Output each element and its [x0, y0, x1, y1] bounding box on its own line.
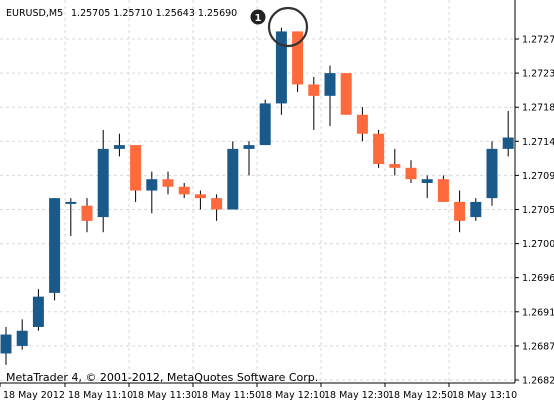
candle	[356, 107, 368, 142]
candle-body-bear	[405, 167, 417, 180]
x-tick-label: 18 May 12:50	[388, 390, 453, 401]
highlight-circle	[267, 6, 309, 48]
candles	[0, 27, 514, 365]
marker-label: 1	[255, 13, 262, 24]
x-tick-label: 18 May 11:50	[196, 390, 261, 401]
candle	[130, 145, 142, 202]
x-tick-label: 18 May 12:30	[324, 390, 389, 401]
y-tick-label: 1.27275	[522, 35, 554, 46]
candle	[405, 160, 417, 183]
candle-body-bull	[486, 148, 498, 199]
candle	[275, 27, 287, 115]
candle	[65, 198, 77, 237]
candle-body-bear	[130, 145, 142, 191]
candle	[32, 289, 44, 331]
candle-body-bull	[0, 334, 12, 354]
candle	[97, 129, 109, 233]
candle	[113, 133, 125, 157]
candle-body-bull	[502, 137, 514, 149]
candle-body-bull	[275, 31, 287, 104]
candle-body-bull	[421, 179, 433, 183]
candle	[470, 198, 482, 221]
x-tick-label: 18 May 11:10	[68, 390, 133, 401]
candle	[194, 190, 206, 210]
y-tick-label: 1.27005	[522, 239, 554, 250]
candle-body-bull	[146, 179, 158, 191]
candle-body-bear	[356, 114, 368, 134]
candle	[502, 110, 514, 157]
candle	[373, 129, 385, 168]
symbol-label: EURUSD,M5	[6, 8, 63, 19]
candle-body-bear	[178, 186, 190, 195]
candle-body-bull	[97, 148, 109, 218]
candle-body-bear	[211, 198, 223, 210]
candle	[454, 190, 466, 233]
y-tick-label: 1.26825	[522, 376, 554, 387]
candle-body-bear	[194, 194, 206, 199]
y-tick-label: 1.27095	[522, 171, 554, 182]
candle	[389, 148, 401, 176]
candle-body-bull	[324, 73, 336, 96]
candle-body-bear	[292, 31, 304, 85]
candle-body-bear	[389, 164, 401, 168]
candle	[486, 141, 498, 206]
candle-body-bear	[437, 179, 449, 202]
candle-body-bull	[113, 145, 125, 149]
candle	[421, 175, 433, 199]
y-tick-label: 1.27185	[522, 103, 554, 114]
x-tick-label: 18 May 13:10	[452, 390, 517, 401]
candle-body-bear	[81, 205, 93, 221]
y-tick-label: 1.26915	[522, 307, 554, 318]
candle-body-bull	[49, 198, 61, 293]
candle	[340, 73, 352, 115]
marker-badge	[250, 9, 266, 25]
candle	[308, 76, 320, 130]
candle	[437, 175, 449, 202]
y-tick-label: 1.27050	[522, 205, 554, 216]
candle	[211, 194, 223, 221]
grid-lines	[0, 0, 515, 383]
price-scale: 1.27275 1.27230 1.27185 1.27140 1.27095 1.270…	[515, 35, 554, 387]
candle-body-bull	[32, 296, 44, 327]
candle	[178, 182, 190, 199]
candle	[259, 99, 271, 146]
candle	[227, 141, 239, 210]
y-tick-label: 1.26870	[522, 341, 554, 352]
candle	[243, 141, 255, 176]
y-tick-label: 1.26960	[522, 273, 554, 284]
candle-body-bull	[65, 201, 77, 204]
candle-body-bear	[340, 73, 352, 115]
x-tick-label: 18 May 2012	[3, 390, 65, 401]
candle-body-bull	[227, 148, 239, 210]
candle	[292, 31, 304, 93]
candle	[324, 65, 336, 127]
candle	[81, 198, 93, 233]
x-tick-label: 18 May 12:10	[260, 390, 325, 401]
copyright-text: MetaTrader 4, © 2001-2012, MetaQuotes So…	[6, 371, 318, 384]
candle	[162, 171, 174, 195]
y-tick-label: 1.27230	[522, 69, 554, 80]
candle	[146, 171, 158, 214]
y-tick-label: 1.27140	[522, 137, 554, 148]
candle-body-bear	[454, 201, 466, 221]
candle-body-bear	[162, 179, 174, 187]
x-tick-label: 18 May 11:30	[132, 390, 197, 401]
candle-body-bull	[16, 330, 28, 346]
ohlc-values: 1.25705 1.25710 1.25643 1.25690	[71, 8, 237, 19]
candle	[0, 326, 12, 365]
candle-body-bear	[373, 133, 385, 165]
candle	[16, 319, 28, 350]
candle-body-bull	[259, 103, 271, 146]
candle-body-bull	[243, 145, 255, 149]
candle	[49, 198, 61, 301]
candle-body-bull	[470, 201, 482, 218]
candle-body-bear	[308, 84, 320, 96]
